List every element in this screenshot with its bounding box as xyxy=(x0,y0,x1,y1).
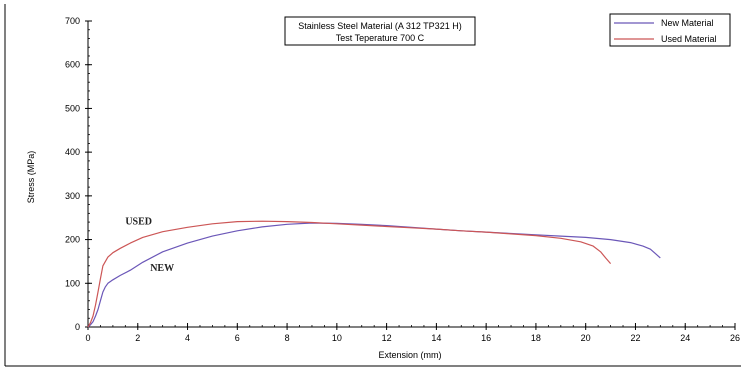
x-tick-label: 8 xyxy=(285,333,290,343)
y-tick-label: 600 xyxy=(65,60,80,70)
x-tick-label: 4 xyxy=(185,333,190,343)
y-tick-label: 300 xyxy=(65,191,80,201)
x-tick-label: 0 xyxy=(85,333,90,343)
legend-frame xyxy=(609,13,731,47)
x-tick-label: 22 xyxy=(630,333,640,343)
series-line-used-material xyxy=(87,220,612,328)
legend-label-new-material: New Material xyxy=(661,18,714,28)
x-tick-label: 24 xyxy=(680,333,690,343)
y-tick-label: 500 xyxy=(65,103,80,113)
series-line-new-material xyxy=(87,222,661,328)
x-tick-label: 14 xyxy=(431,333,441,343)
annotation-used: USED xyxy=(125,216,152,227)
chart-title-line-1: Stainless Steel Material (A 312 TP321 H) xyxy=(298,21,461,31)
y-tick-label: 400 xyxy=(65,147,80,157)
title-box-frame xyxy=(284,16,476,46)
x-tick-label: 20 xyxy=(581,333,591,343)
y-tick-label: 0 xyxy=(75,322,80,332)
annotation-new: NEW xyxy=(150,263,174,274)
y-tick-label: 700 xyxy=(65,16,80,26)
y-tick-label: 100 xyxy=(65,278,80,288)
y-axis-title: Stress (MPa) xyxy=(26,151,36,204)
legend: New Material Used Material xyxy=(609,13,731,47)
x-tick-label: 10 xyxy=(332,333,342,343)
x-axis-title: Extension (mm) xyxy=(378,350,441,360)
x-tick-label: 26 xyxy=(730,333,740,343)
x-tick-label: 16 xyxy=(481,333,491,343)
y-tick-label: 200 xyxy=(65,235,80,245)
chart-title-line-2: Test Teperature 700 C xyxy=(336,33,425,43)
x-tick-label: 6 xyxy=(235,333,240,343)
x-tick-label: 2 xyxy=(135,333,140,343)
chart-title-box: Stainless Steel Material (A 312 TP321 H)… xyxy=(284,16,476,46)
x-tick-label: 12 xyxy=(382,333,392,343)
legend-label-used-material: Used Material xyxy=(661,34,717,44)
x-tick-label: 18 xyxy=(531,333,541,343)
